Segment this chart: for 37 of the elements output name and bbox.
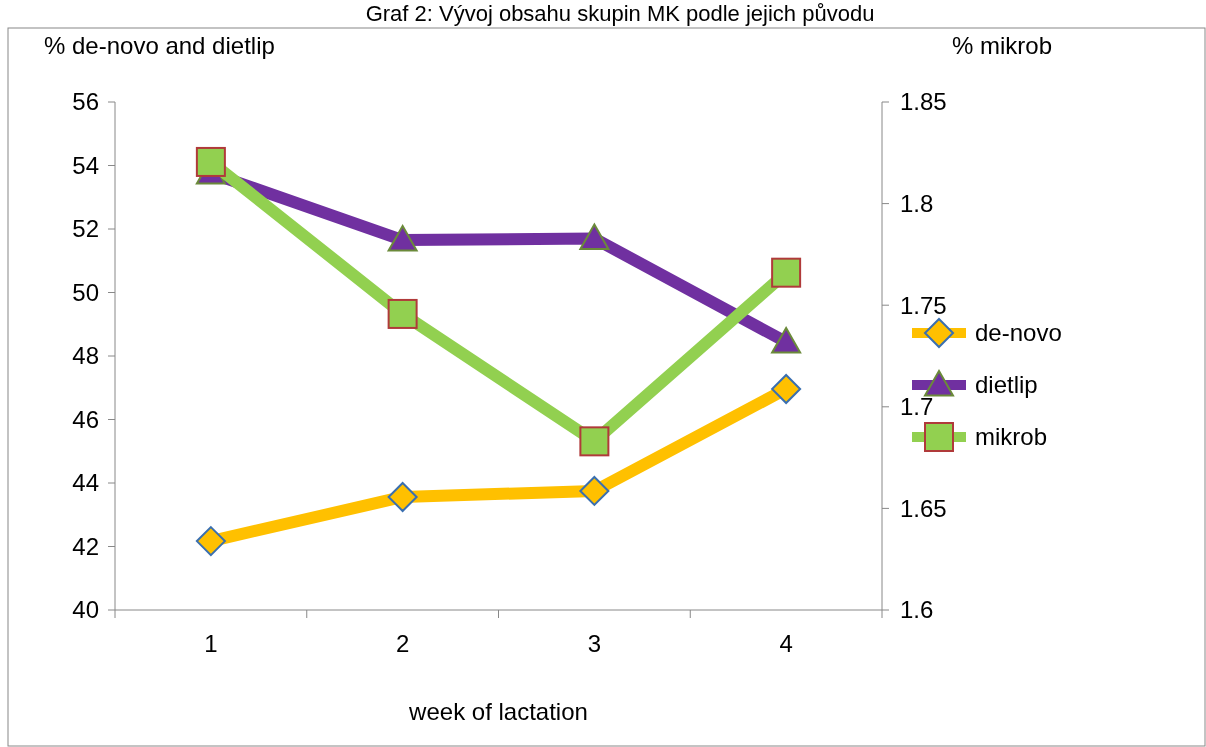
y2-tick-label: 1.65 xyxy=(900,494,947,522)
y2-tick-label: 1.7 xyxy=(900,393,934,421)
legend-label: de-novo xyxy=(975,319,1062,347)
x-tick-label: 3 xyxy=(587,630,602,657)
point xyxy=(195,146,226,177)
y-tick-label: 54 xyxy=(72,151,99,179)
y-tick-label: 44 xyxy=(72,469,99,497)
point xyxy=(771,257,802,288)
x-tick-label: 1 xyxy=(204,630,218,657)
point xyxy=(771,374,802,405)
y2-tick-label: 1.6 xyxy=(900,596,934,624)
y2-tick-label: 1.8 xyxy=(900,190,934,217)
point xyxy=(387,298,418,329)
chart-title: Graf 2: Vývoj obsahu skupin MK podle jejich původu xyxy=(365,1,875,26)
y-axis-title: % de-novo and dietlip xyxy=(44,32,275,59)
point xyxy=(771,327,802,354)
y-tick-label: 50 xyxy=(72,278,99,306)
y-tick-label: 48 xyxy=(72,342,99,370)
legend-label: mikrob xyxy=(975,423,1048,451)
x-axis-title: week of lactation xyxy=(408,698,588,725)
y2-tick-label: 1.75 xyxy=(900,291,947,319)
y-tick-label: 42 xyxy=(72,532,99,560)
point xyxy=(579,475,610,506)
x-tick-label: 4 xyxy=(779,630,793,657)
y-tick-label: 40 xyxy=(72,596,99,624)
point xyxy=(579,426,610,457)
x-tick-label: 2 xyxy=(395,630,410,657)
y-tick-label: 46 xyxy=(72,405,99,433)
legend-label: dietlip xyxy=(975,371,1038,399)
point xyxy=(579,223,610,251)
y2-tick-label: 1.85 xyxy=(900,88,947,116)
y-tick-label: 52 xyxy=(72,215,99,243)
point xyxy=(387,481,418,512)
y2-axis-title: % mikrob xyxy=(951,32,1052,59)
point xyxy=(195,526,226,557)
y-tick-label: 56 xyxy=(72,88,99,116)
point xyxy=(387,225,418,252)
